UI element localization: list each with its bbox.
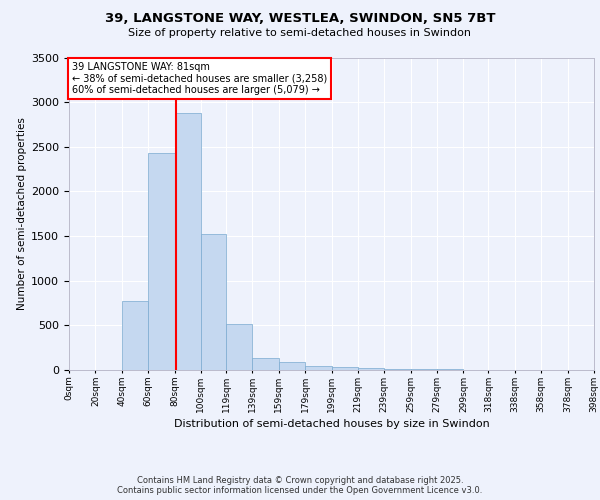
Text: 39 LANGSTONE WAY: 81sqm
← 38% of semi-detached houses are smaller (3,258)
60% of: 39 LANGSTONE WAY: 81sqm ← 38% of semi-de…: [71, 62, 327, 95]
Bar: [331, 368, 358, 370]
Bar: [384, 368, 410, 370]
Text: Contains HM Land Registry data © Crown copyright and database right 2025.
Contai: Contains HM Land Registry data © Crown c…: [118, 476, 482, 495]
Bar: [305, 366, 331, 370]
Bar: [358, 368, 384, 370]
Text: Size of property relative to semi-detached houses in Swindon: Size of property relative to semi-detach…: [128, 28, 472, 38]
Text: 39, LANGSTONE WAY, WESTLEA, SWINDON, SN5 7BT: 39, LANGSTONE WAY, WESTLEA, SWINDON, SN5…: [105, 12, 495, 26]
Bar: [226, 324, 253, 370]
Bar: [279, 362, 305, 370]
Bar: [410, 369, 437, 370]
Y-axis label: Number of semi-detached properties: Number of semi-detached properties: [17, 118, 27, 310]
Bar: [175, 113, 201, 370]
Bar: [253, 358, 279, 370]
Bar: [148, 153, 175, 370]
X-axis label: Distribution of semi-detached houses by size in Swindon: Distribution of semi-detached houses by …: [173, 419, 490, 429]
Bar: [122, 301, 148, 370]
Bar: [201, 234, 226, 370]
